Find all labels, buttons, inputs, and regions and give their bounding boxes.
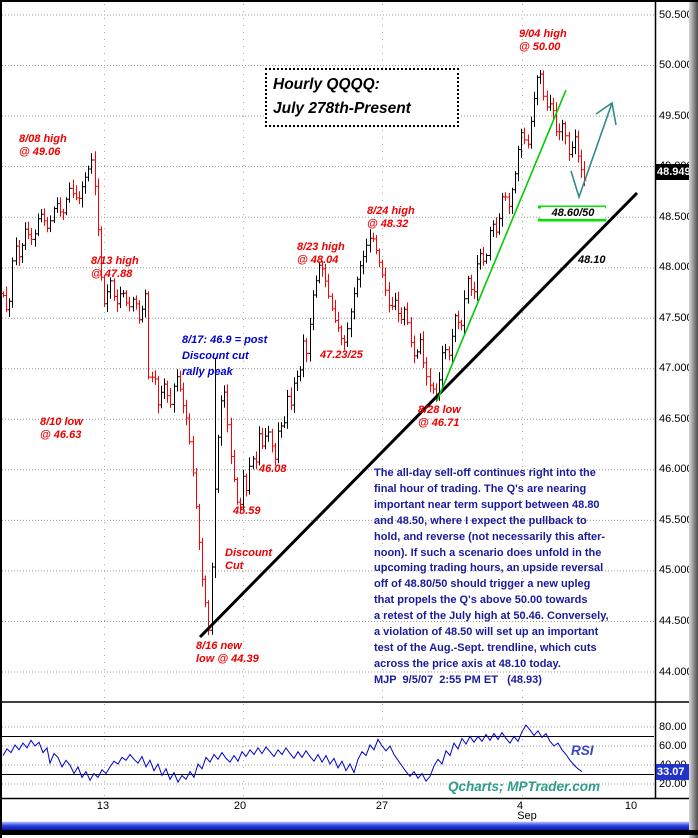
chart-annotation: 8/23 high @ 48.04: [297, 241, 345, 266]
window-border-left: [0, 0, 2, 838]
price-tick-label: 44.500: [659, 614, 693, 627]
chart-annotation: 8/10 low @ 46.63: [40, 416, 83, 441]
last-price-badge: 48.949: [656, 163, 698, 180]
window-border-top: [0, 0, 698, 2]
price-tick-label: 50.500: [659, 8, 693, 21]
commentary-line: MJP 9/5/07 2:55 PM ET (48.93): [374, 673, 542, 686]
commentary-line: upcoming trading hours, an upside revers…: [374, 562, 604, 575]
commentary-line: important near term support between 48.8…: [374, 498, 600, 511]
chart-title-box: Hourly QQQQ: July 278th-Present: [265, 68, 459, 127]
month-label: Sep: [517, 810, 537, 822]
rsi-tick-label: 80.00: [659, 720, 687, 733]
projection-arrow: [570, 102, 613, 200]
chart-annotation: 9/04 high @ 50.00: [519, 28, 567, 53]
chart-title-line1: Hourly QQQQ:: [273, 76, 380, 93]
rsi-tick-label: 60.00: [659, 739, 687, 752]
horizontal-scrollbar[interactable]: [2, 821, 689, 830]
chart-annotation: 8/24 high @ 48.32: [367, 205, 415, 230]
price-tick-label: 45.000: [659, 564, 693, 577]
commentary-line: The all-day sell-off continues right int…: [374, 467, 596, 479]
price-tick-label: 48.000: [659, 261, 693, 274]
green-uptrend: [436, 89, 567, 402]
commentary-line: that propels the Q's above 50.00 towards: [374, 594, 588, 607]
price-tick-label: 44.000: [659, 665, 693, 678]
window-border-bottom: [0, 830, 698, 835]
date-tick-label: 27: [375, 800, 389, 812]
commentary-line: hold, and reverse (not necessarily this …: [374, 530, 606, 543]
date-tick-label: 4: [516, 800, 524, 812]
commentary-line: off of 48.80/50 should trigger a new upl…: [374, 578, 591, 591]
price-tick-label: 49.500: [659, 109, 693, 122]
projection-arrowhead: [595, 101, 617, 126]
date-tick-label: 10: [624, 800, 638, 812]
commentary-line: a violation of 48.50 will set up an impo…: [374, 626, 599, 639]
price-tick-label: 45.500: [659, 513, 693, 526]
price-tick-label: 50.000: [659, 59, 693, 72]
price-tick-label: 47.500: [659, 311, 693, 324]
chart-annotation: 47.23/25: [320, 349, 363, 361]
commentary-line: noon). If such a scenario does unfold in…: [374, 546, 602, 559]
commentary-line: a retest of the July high at 50.46. Conv…: [374, 610, 609, 623]
price-tick-label: 46.500: [659, 412, 693, 425]
rsi-line: [2, 724, 583, 784]
price-tick-label: 48.500: [659, 210, 693, 223]
date-tick-label: 13: [96, 800, 110, 812]
chart-annotation: 45.59: [233, 505, 261, 517]
rsi-value-badge: 33.07: [656, 763, 698, 780]
rsi-label: RSI: [571, 743, 594, 758]
chart-annotation: 8/17: 46.9 = post Discount cut rally peak: [182, 334, 268, 378]
commentary-text: The all-day sell-off continues right int…: [374, 466, 666, 689]
chart-annotation: 8/16 new low @ 44.39: [196, 640, 259, 665]
support-zone-label: 48.60/50: [541, 207, 605, 219]
rsi-tick-label: 20.00: [659, 777, 687, 790]
qcharts-credit: Qcharts; MPTrader.com: [448, 779, 601, 794]
chart-annotation: 8/13 high @ 47.88: [91, 255, 139, 280]
trendline-price-label: 48.10: [578, 254, 606, 266]
commentary-line: and 48.50, where I expect the pullback t…: [374, 514, 587, 527]
aug-sept-trendline: [198, 191, 639, 639]
chart-title-line2: July 278th-Present: [273, 100, 411, 117]
window-right-edge: [689, 0, 698, 838]
price-tick-label: 47.000: [659, 362, 693, 375]
date-tick-label: 20: [233, 800, 247, 812]
chart-annotation: 8/08 high @ 49.06: [19, 133, 67, 158]
commentary-line: test of the Aug.-Sept. trendline, which …: [374, 641, 597, 654]
commentary-line: across the price axis at 48.10 today.: [374, 657, 561, 670]
price-tick-label: 46.000: [659, 463, 693, 476]
commentary-line: final hour of trading. The Q's are neari…: [374, 482, 587, 495]
chart-annotation: 8/28 low @ 46.71: [418, 404, 461, 429]
chart-annotation: 46.08: [259, 463, 287, 475]
chart-annotation: Discount Cut: [225, 547, 273, 572]
